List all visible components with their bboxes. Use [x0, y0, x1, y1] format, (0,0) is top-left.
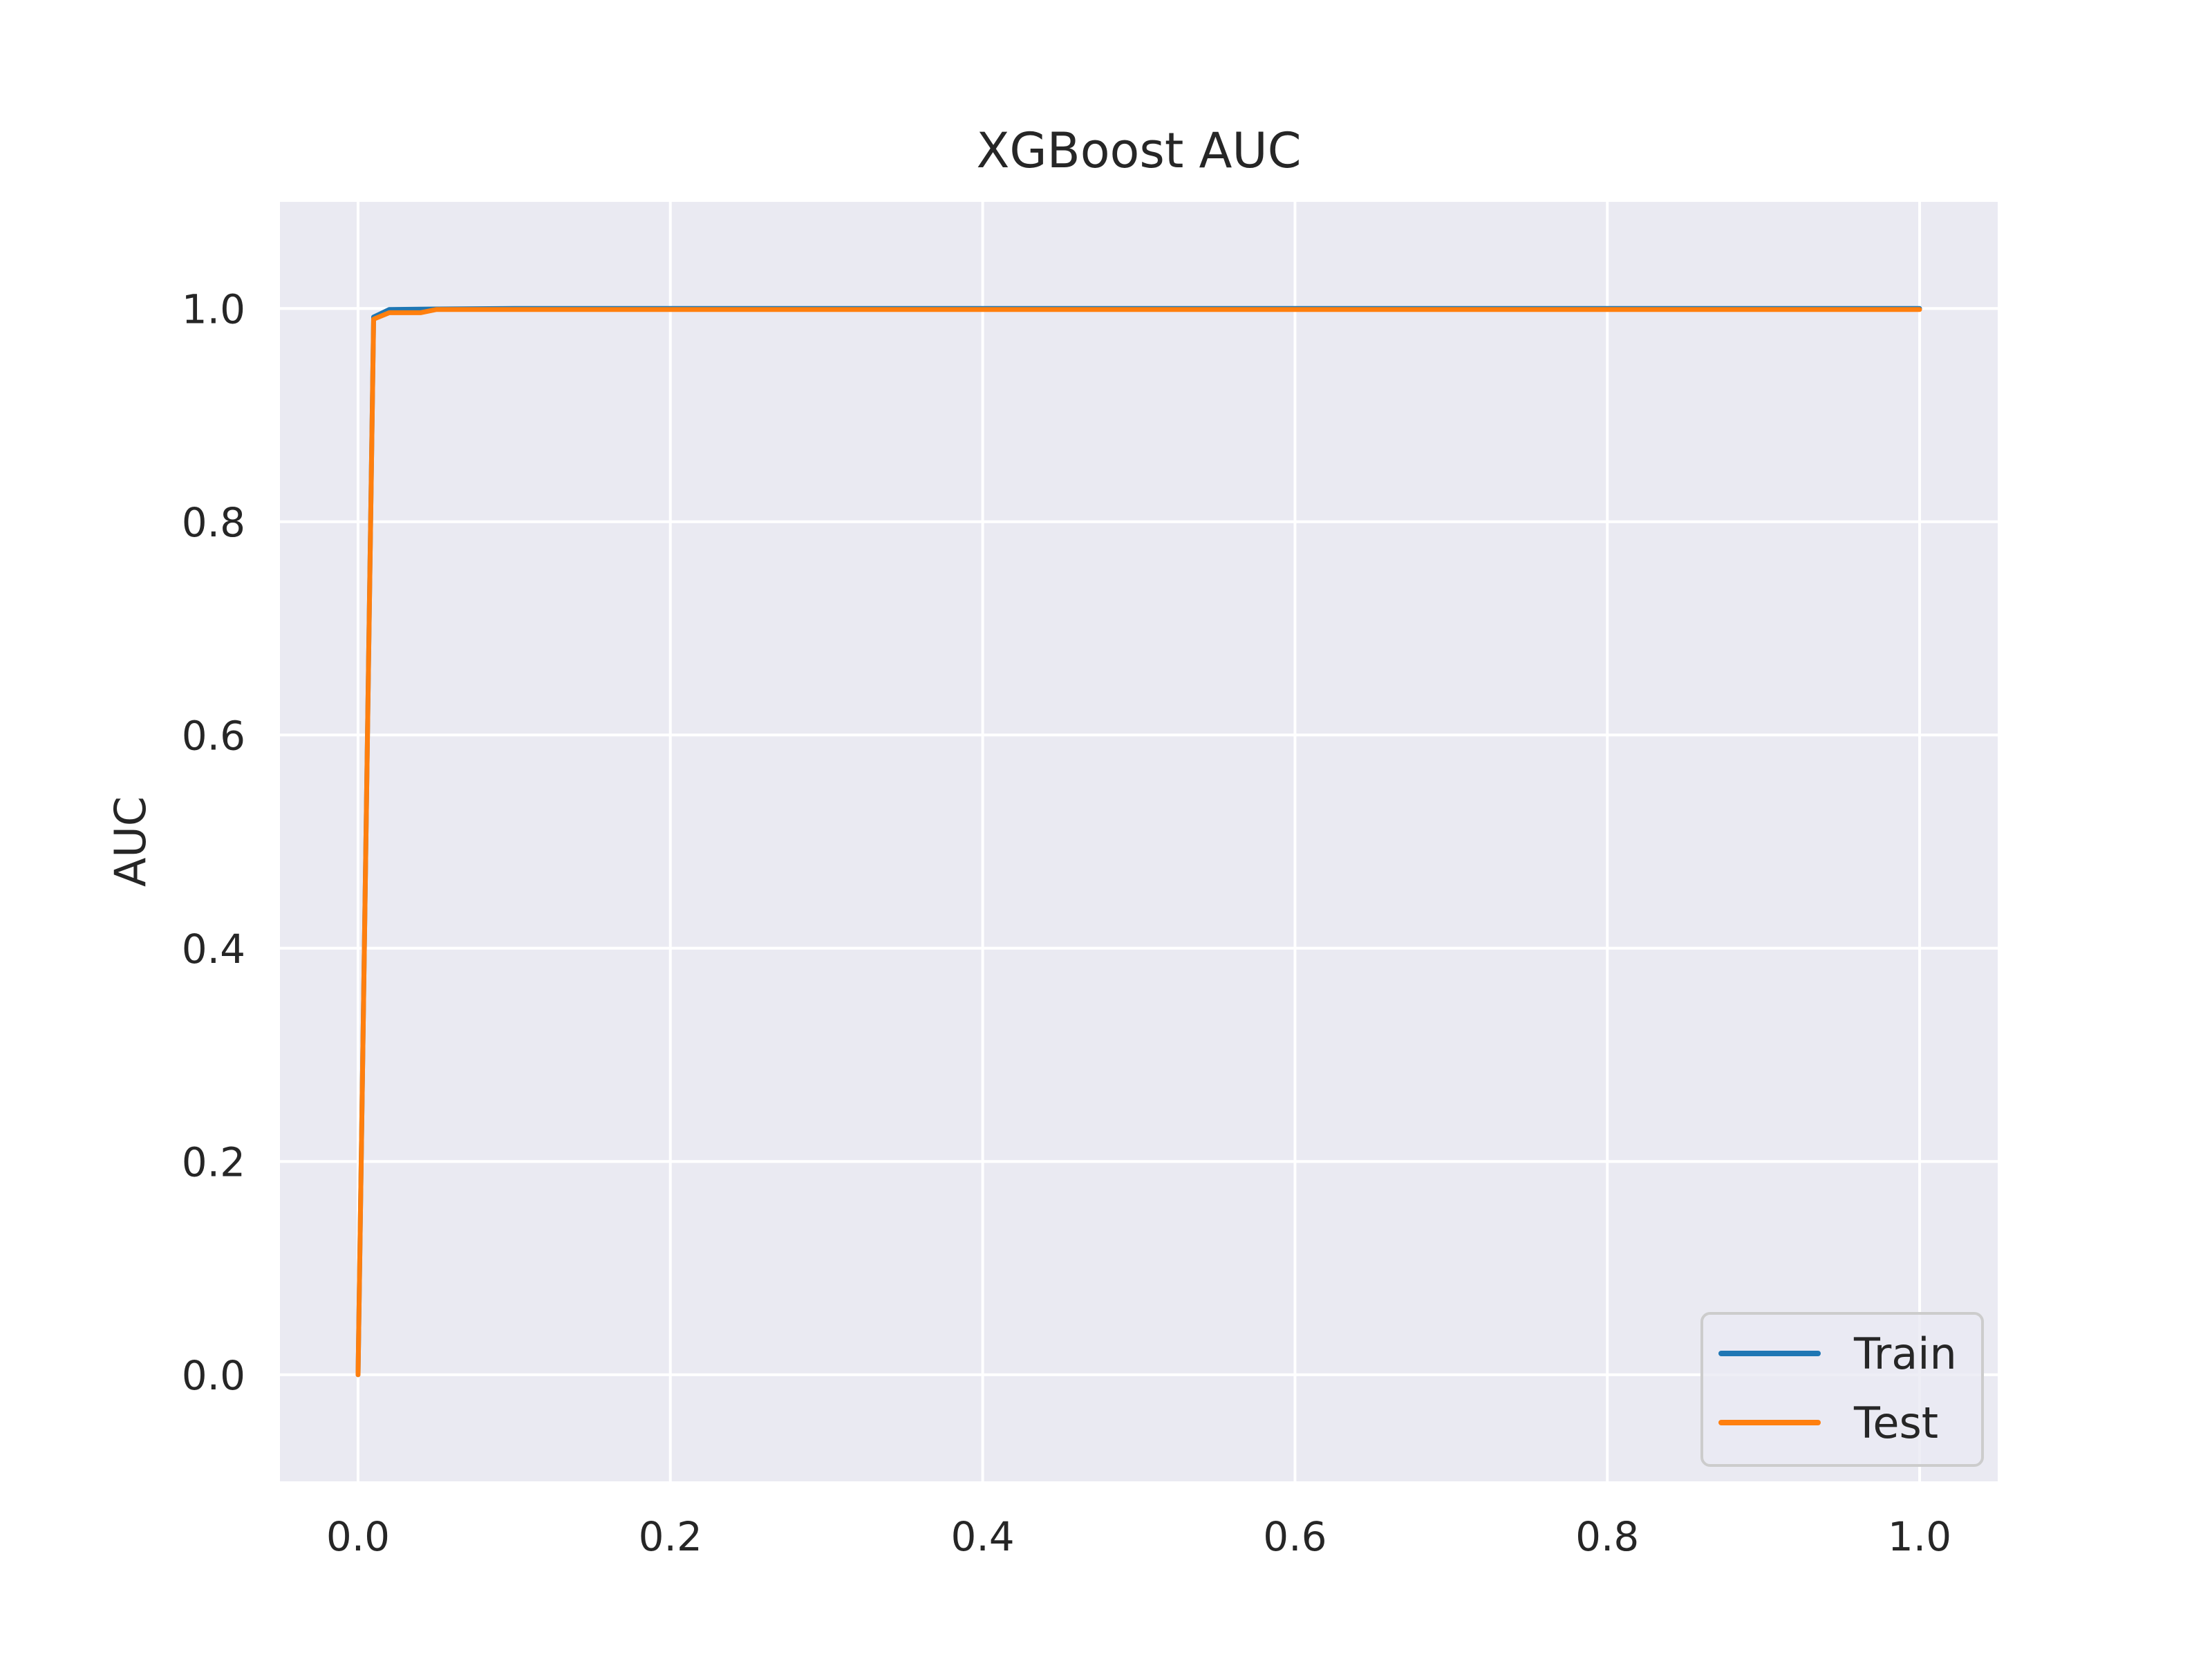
- x-tick-label: 0.4: [950, 1513, 1014, 1560]
- y-axis-label: AUC: [105, 796, 156, 887]
- plot-area: [280, 202, 1998, 1481]
- legend: Train Test: [1700, 1312, 1984, 1467]
- y-tick-labels: 0.0 0.2 0.4 0.6 0.8 1.0: [182, 285, 245, 1399]
- y-tick-label: 0.0: [182, 1352, 245, 1399]
- x-tick-labels: 0.0 0.2 0.4 0.6 0.8 1.0: [326, 1513, 1951, 1560]
- x-tick-label: 1.0: [1888, 1513, 1951, 1560]
- series-line-test: [355, 307, 1922, 1378]
- y-tick-label: 0.2: [182, 1138, 245, 1185]
- series-layer: [355, 306, 1922, 1378]
- x-tick-label: 0.8: [1575, 1513, 1639, 1560]
- y-tick-label: 1.0: [182, 285, 245, 332]
- x-tick-label: 0.2: [639, 1513, 702, 1560]
- y-tick-label: 0.6: [182, 712, 245, 759]
- x-tick-label: 0.0: [326, 1513, 390, 1560]
- legend-label-train: Train: [1853, 1329, 1957, 1379]
- legend-label-test: Test: [1853, 1398, 1938, 1448]
- y-tick-label: 0.4: [182, 926, 245, 973]
- chart-title: XGBoost AUC: [976, 122, 1301, 179]
- y-tick-label: 0.8: [182, 499, 245, 546]
- x-tick-label: 0.6: [1263, 1513, 1327, 1560]
